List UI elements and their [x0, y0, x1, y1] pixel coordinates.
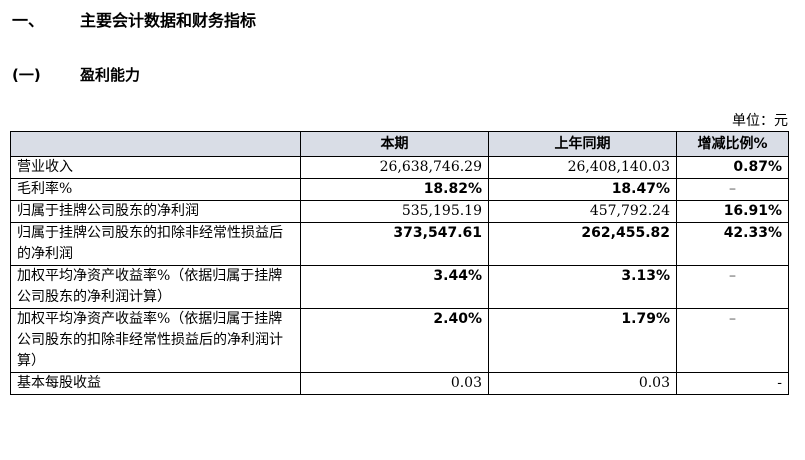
- subsection-number: (一): [12, 66, 41, 84]
- table-row: 基本每股收益 0.03 0.03 -: [10, 372, 789, 395]
- header-current: 本期: [300, 131, 489, 157]
- subsection-title: 盈利能力: [80, 66, 141, 84]
- change-value: –: [676, 308, 789, 373]
- header-prior: 上年同期: [488, 131, 677, 157]
- row-label: 归属于挂牌公司股东的扣除非经常性损益后的净利润: [10, 222, 301, 266]
- row-label: 基本每股收益: [10, 372, 301, 395]
- section-heading: 一、 主要会计数据和财务指标: [12, 7, 256, 31]
- prior-value: 26,408,140.03: [488, 156, 677, 179]
- change-value: 42.33%: [676, 222, 789, 266]
- table-header-row: 本期 上年同期 增减比例%: [10, 131, 789, 157]
- current-value: 18.82%: [300, 178, 489, 201]
- prior-value: 1.79%: [488, 308, 677, 373]
- subsection-heading: (一) 盈利能力: [12, 64, 140, 85]
- row-label: 归属于挂牌公司股东的净利润: [10, 200, 301, 223]
- row-label: 加权平均净资产收益率%（依据归属于挂牌公司股东的净利润计算）: [10, 265, 301, 309]
- header-change: 增减比例%: [676, 131, 789, 157]
- row-label: 加权平均净资产收益率%（依据归属于挂牌公司股东的扣除非经常性损益后的净利润计算）: [10, 308, 301, 373]
- current-value: 373,547.61: [300, 222, 489, 266]
- current-value: 3.44%: [300, 265, 489, 309]
- prior-value: 0.03: [488, 372, 677, 395]
- table-row: 营业收入 26,638,746.29 26,408,140.03 0.87%: [10, 156, 789, 179]
- change-value: –: [676, 265, 789, 309]
- change-value: 16.91%: [676, 200, 789, 223]
- table-row: 加权平均净资产收益率%（依据归属于挂牌公司股东的扣除非经常性损益后的净利润计算）…: [10, 308, 789, 373]
- table-row: 加权平均净资产收益率%（依据归属于挂牌公司股东的净利润计算） 3.44% 3.1…: [10, 265, 789, 309]
- row-label: 毛利率%: [10, 178, 301, 201]
- prior-value: 3.13%: [488, 265, 677, 309]
- row-label: 营业收入: [10, 156, 301, 179]
- current-value: 535,195.19: [300, 200, 489, 223]
- current-value: 2.40%: [300, 308, 489, 373]
- prior-value: 262,455.82: [488, 222, 677, 266]
- prior-value: 18.47%: [488, 178, 677, 201]
- section-number: 一、: [12, 11, 45, 30]
- prior-value: 457,792.24: [488, 200, 677, 223]
- change-value: 0.87%: [676, 156, 789, 179]
- header-item: [10, 131, 301, 157]
- change-value: -: [676, 372, 789, 395]
- change-value: –: [676, 178, 789, 201]
- current-value: 0.03: [300, 372, 489, 395]
- current-value: 26,638,746.29: [300, 156, 489, 179]
- table-row: 归属于挂牌公司股东的净利润 535,195.19 457,792.24 16.9…: [10, 200, 789, 223]
- table-row: 归属于挂牌公司股东的扣除非经常性损益后的净利润 373,547.61 262,4…: [10, 222, 789, 266]
- table-row: 毛利率% 18.82% 18.47% –: [10, 178, 789, 201]
- financial-indicators-table: 本期 上年同期 增减比例% 营业收入 26,638,746.29 26,408,…: [10, 131, 789, 395]
- section-title: 主要会计数据和财务指标: [80, 11, 257, 30]
- unit-label: 单位：元: [732, 113, 788, 129]
